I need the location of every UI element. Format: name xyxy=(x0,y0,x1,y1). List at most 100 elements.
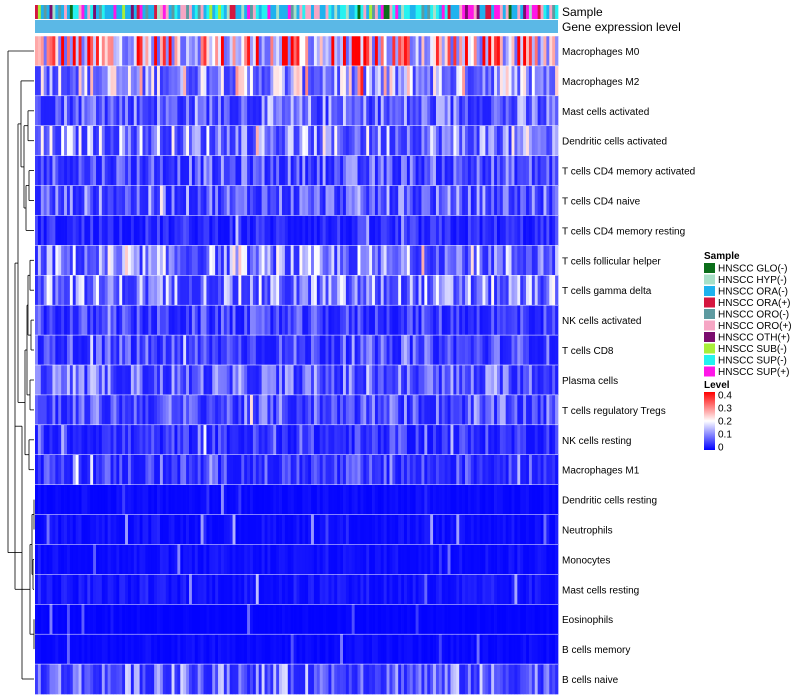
heatmap-cell xyxy=(151,305,155,336)
heatmap-cell xyxy=(316,574,321,605)
heatmap-cell xyxy=(162,95,167,127)
heatmap-cell xyxy=(418,454,422,485)
heatmap-cell xyxy=(514,215,518,246)
heatmap-cell xyxy=(366,305,370,336)
heatmap-cell xyxy=(101,574,106,605)
heatmap-cell xyxy=(186,155,190,186)
heatmap-cell xyxy=(226,65,231,97)
heatmap-cell xyxy=(444,125,448,156)
heatmap-cell xyxy=(35,604,39,635)
heatmap-cell xyxy=(546,335,550,366)
heatmap-cell xyxy=(220,544,225,575)
heatmap-cell xyxy=(438,454,443,485)
heatmap-cell xyxy=(90,125,94,156)
heatmap-cell xyxy=(508,365,512,396)
heatmap-cell xyxy=(273,574,277,605)
heatmap-cell xyxy=(127,245,132,276)
heatmap-cell xyxy=(264,604,268,635)
sample-annotation-cell xyxy=(220,5,225,19)
heatmap-cell xyxy=(110,365,114,396)
heatmap-cell xyxy=(488,424,492,456)
sample-annotation-cell xyxy=(476,5,480,19)
heatmap-cell xyxy=(354,65,358,97)
heatmap-cell xyxy=(125,305,129,336)
heatmap-cell xyxy=(499,604,504,635)
heatmap-cell xyxy=(55,95,59,127)
heatmap-cell xyxy=(37,275,42,306)
heatmap-cell xyxy=(66,245,71,276)
heatmap-cell xyxy=(546,185,550,216)
heatmap-cell xyxy=(261,155,265,186)
heatmap-cell xyxy=(430,185,434,216)
heatmap-cell xyxy=(470,245,475,276)
sample-legend-swatch xyxy=(704,332,715,342)
heatmap-cell xyxy=(386,36,390,67)
heatmap-cell xyxy=(311,454,315,485)
heatmap-cell xyxy=(508,155,512,186)
heatmap-cell xyxy=(241,365,245,396)
heatmap-cell xyxy=(508,125,512,156)
heatmap-cell xyxy=(383,185,387,216)
heatmap-cell xyxy=(523,604,527,635)
heatmap-cell xyxy=(526,275,530,306)
heatmap-cell xyxy=(491,424,495,456)
heatmap-cell xyxy=(322,634,326,665)
heatmap-cell xyxy=(220,245,225,276)
heatmap-cell xyxy=(145,454,149,485)
heatmap-cell xyxy=(55,664,59,695)
heatmap-cell xyxy=(424,155,428,186)
heatmap-cell xyxy=(476,155,480,186)
sample-annotation-cell xyxy=(555,5,559,19)
heatmap-cell xyxy=(101,95,106,127)
heatmap-cell xyxy=(328,335,332,366)
heatmap-cell xyxy=(421,185,425,216)
heatmap-cell xyxy=(191,36,196,67)
heatmap-cell xyxy=(331,125,335,156)
heatmap-cell xyxy=(421,574,425,605)
heatmap-cell xyxy=(145,335,149,366)
heatmap-cell xyxy=(476,454,480,485)
heatmap-cell xyxy=(331,95,335,127)
heatmap-cell xyxy=(496,185,501,216)
heatmap-cell xyxy=(494,275,498,306)
heatmap-cell xyxy=(517,125,521,156)
heatmap-cell xyxy=(171,664,175,695)
heatmap-cell xyxy=(281,155,286,186)
heatmap-cell xyxy=(206,125,210,156)
heatmap-cell xyxy=(337,245,341,276)
heatmap-cell xyxy=(139,335,143,366)
heatmap-cell xyxy=(252,155,257,186)
heatmap-cell xyxy=(81,155,85,186)
heatmap-cell xyxy=(386,95,390,127)
heatmap-cell xyxy=(43,574,47,605)
heatmap-cell xyxy=(342,305,347,336)
heatmap-cell xyxy=(255,574,260,605)
heatmap-cell xyxy=(406,95,411,127)
heatmap-cell xyxy=(148,365,152,396)
heatmap-cell xyxy=(78,634,82,665)
heatmap-cell xyxy=(348,185,353,216)
heatmap-cell xyxy=(499,394,504,426)
heatmap-cell xyxy=(267,365,271,396)
heatmap-cell xyxy=(430,454,434,485)
heatmap-cell xyxy=(43,185,47,216)
heatmap-cell xyxy=(107,664,111,695)
heatmap-cell xyxy=(226,664,231,695)
heatmap-cell xyxy=(543,245,547,276)
heatmap-cell xyxy=(209,95,213,127)
heatmap-cell xyxy=(372,275,376,306)
sample-annotation-cell xyxy=(157,5,161,19)
heatmap-cell xyxy=(517,454,521,485)
heatmap-cell xyxy=(159,245,164,276)
heatmap-cell xyxy=(206,245,210,276)
heatmap-cell xyxy=(447,185,451,216)
heatmap-cell xyxy=(162,185,167,216)
heatmap-cell xyxy=(491,215,495,246)
heatmap-cell xyxy=(441,215,446,246)
heatmap-cell xyxy=(531,125,536,156)
heatmap-cell xyxy=(392,185,396,216)
heatmap-cell xyxy=(342,514,347,545)
heatmap-cell xyxy=(284,155,289,186)
heatmap-cell xyxy=(96,335,100,366)
heatmap-cell xyxy=(415,155,419,186)
